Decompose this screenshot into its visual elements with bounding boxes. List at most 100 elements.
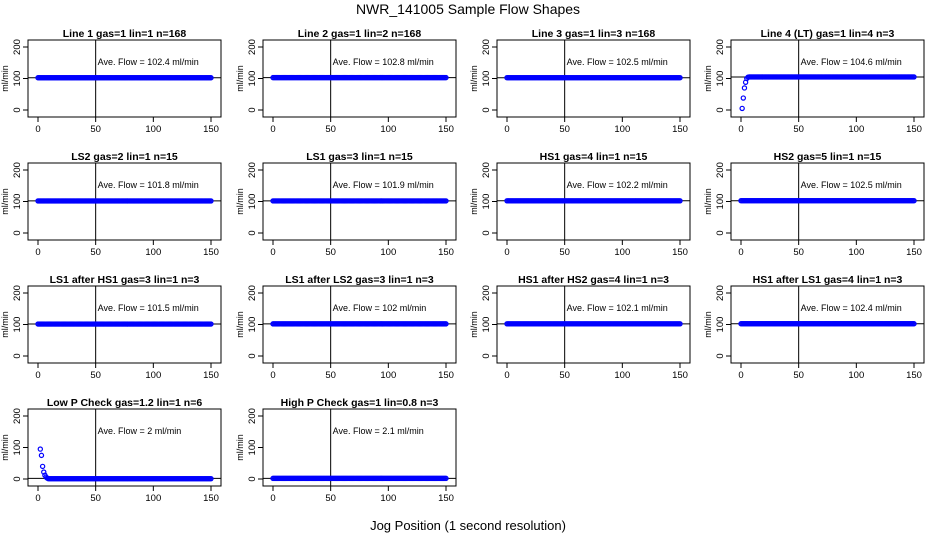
panel-title: LS1 after HS1 gas=3 lin=1 n=3	[50, 274, 200, 286]
data-point	[208, 75, 214, 81]
panel-title: Line 1 gas=1 lin=1 n=168	[63, 28, 187, 40]
x-tick-label: 50	[325, 124, 336, 135]
panel-title: HS1 after HS2 gas=4 lin=1 n=3	[518, 274, 669, 286]
page-title: NWR_141005 Sample Flow Shapes	[355, 1, 581, 17]
y-tick-label: 0	[481, 107, 492, 112]
panel-title: LS1 after LS2 gas=3 lin=1 n=3	[285, 274, 434, 286]
data-point	[911, 321, 917, 327]
x-tick-label: 150	[906, 370, 922, 381]
y-tick-label: 100	[481, 317, 492, 333]
y-tick-label: 0	[715, 353, 726, 358]
y-axis-label: ml/min	[0, 311, 10, 338]
panel-11: HS1 after HS2 gas=4 lin=1 n=3 Ave. Flow =…	[469, 274, 691, 381]
panel-5: LS2 gas=2 lin=1 n=15 Ave. Flow = 101.8 ml…	[0, 151, 222, 258]
x-tick-label: 150	[438, 247, 454, 258]
x-tick-label: 150	[203, 370, 219, 381]
y-axis-label: ml/min	[235, 188, 245, 215]
y-tick-label: 200	[715, 162, 726, 178]
x-tick-label: 50	[793, 370, 804, 381]
panel-13: Low P Check gas=1.2 lin=1 n=6 Ave. Flow =…	[0, 397, 222, 504]
x-tick-label: 150	[672, 124, 688, 135]
y-axis-label: ml/min	[235, 65, 245, 92]
x-tick-label: 150	[203, 124, 219, 135]
average-flow-annotation: Ave. Flow = 102.8 ml/min	[333, 57, 434, 67]
panel-title: Line 3 gas=1 lin=3 n=168	[532, 28, 656, 40]
panel-title: Low P Check gas=1.2 lin=1 n=6	[47, 397, 202, 409]
average-flow-annotation: Ave. Flow = 102 ml/min	[333, 303, 427, 313]
data-point	[443, 321, 449, 327]
y-tick-label: 200	[247, 285, 258, 301]
y-tick-label: 100	[12, 194, 23, 210]
data-point	[911, 198, 917, 204]
y-axis-label: ml/min	[703, 188, 713, 215]
x-tick-label: 0	[504, 370, 509, 381]
panel-7: HS1 gas=4 lin=1 n=15 Ave. Flow = 102.2 ml…	[469, 151, 691, 258]
y-tick-label: 200	[481, 162, 492, 178]
x-tick-label: 100	[614, 124, 630, 135]
average-flow-annotation: Ave. Flow = 2.1 ml/min	[333, 426, 424, 436]
y-tick-label: 200	[12, 39, 23, 55]
average-flow-annotation: Ave. Flow = 2 ml/min	[98, 426, 182, 436]
x-tick-label: 50	[325, 370, 336, 381]
y-tick-label: 0	[247, 230, 258, 235]
y-tick-label: 0	[12, 476, 23, 481]
x-tick-label: 100	[380, 247, 396, 258]
y-axis-label: ml/min	[0, 188, 10, 215]
x-tick-label: 100	[614, 247, 630, 258]
y-tick-label: 200	[247, 162, 258, 178]
data-point	[443, 475, 449, 482]
x-tick-label: 150	[672, 247, 688, 258]
x-tick-label: 50	[325, 493, 336, 504]
data-point	[677, 198, 683, 204]
average-flow-annotation: Ave. Flow = 101.8 ml/min	[98, 180, 199, 190]
panel-3: Line 3 gas=1 lin=3 n=168 Ave. Flow = 102.…	[469, 28, 691, 135]
average-flow-annotation: Ave. Flow = 102.4 ml/min	[98, 57, 199, 67]
data-point	[38, 452, 45, 459]
y-tick-label: 0	[481, 230, 492, 235]
y-tick-label: 100	[481, 71, 492, 87]
y-tick-label: 200	[715, 39, 726, 55]
panel-title: Line 4 (LT) gas=1 lin=4 n=3	[761, 28, 895, 40]
panel-2: Line 2 gas=1 lin=2 n=168 Ave. Flow = 102.…	[235, 28, 457, 135]
y-axis-label: ml/min	[469, 188, 479, 215]
y-tick-label: 0	[247, 353, 258, 358]
y-tick-label: 100	[247, 440, 258, 456]
y-axis-label: ml/min	[235, 434, 245, 461]
x-tick-label: 100	[848, 124, 864, 135]
average-flow-annotation: Ave. Flow = 102.1 ml/min	[567, 303, 668, 313]
x-tick-label: 150	[438, 124, 454, 135]
y-tick-label: 0	[12, 353, 23, 358]
x-tick-label: 150	[438, 370, 454, 381]
y-tick-label: 0	[715, 230, 726, 235]
data-point	[208, 198, 214, 204]
panel-title: HS1 after LS1 gas=4 lin=1 n=3	[753, 274, 903, 286]
panel-1: Line 1 gas=1 lin=1 n=168 Ave. Flow = 102.…	[0, 28, 222, 135]
x-tick-label: 0	[504, 247, 509, 258]
data-point	[739, 105, 745, 112]
y-tick-label: 100	[247, 194, 258, 210]
y-tick-label: 100	[715, 194, 726, 210]
x-tick-label: 150	[906, 124, 922, 135]
data-point	[677, 321, 683, 327]
y-tick-label: 100	[12, 71, 23, 87]
x-tick-label: 50	[325, 247, 336, 258]
average-flow-annotation: Ave. Flow = 102.4 ml/min	[801, 303, 902, 313]
y-tick-label: 100	[715, 317, 726, 333]
x-tick-label: 50	[559, 124, 570, 135]
y-axis-label: ml/min	[469, 65, 479, 92]
x-tick-label: 50	[90, 493, 101, 504]
average-flow-annotation: Ave. Flow = 102.5 ml/min	[567, 57, 668, 67]
y-tick-label: 0	[481, 353, 492, 358]
x-tick-label: 100	[380, 493, 396, 504]
x-tick-label: 100	[145, 247, 161, 258]
x-tick-label: 50	[90, 247, 101, 258]
x-tick-label: 0	[270, 247, 275, 258]
x-tick-label: 0	[35, 247, 40, 258]
y-tick-label: 0	[247, 476, 258, 481]
data-point	[208, 321, 214, 327]
x-tick-label: 0	[35, 124, 40, 135]
x-tick-label: 0	[270, 370, 275, 381]
data-point	[677, 75, 683, 81]
y-tick-label: 100	[12, 317, 23, 333]
